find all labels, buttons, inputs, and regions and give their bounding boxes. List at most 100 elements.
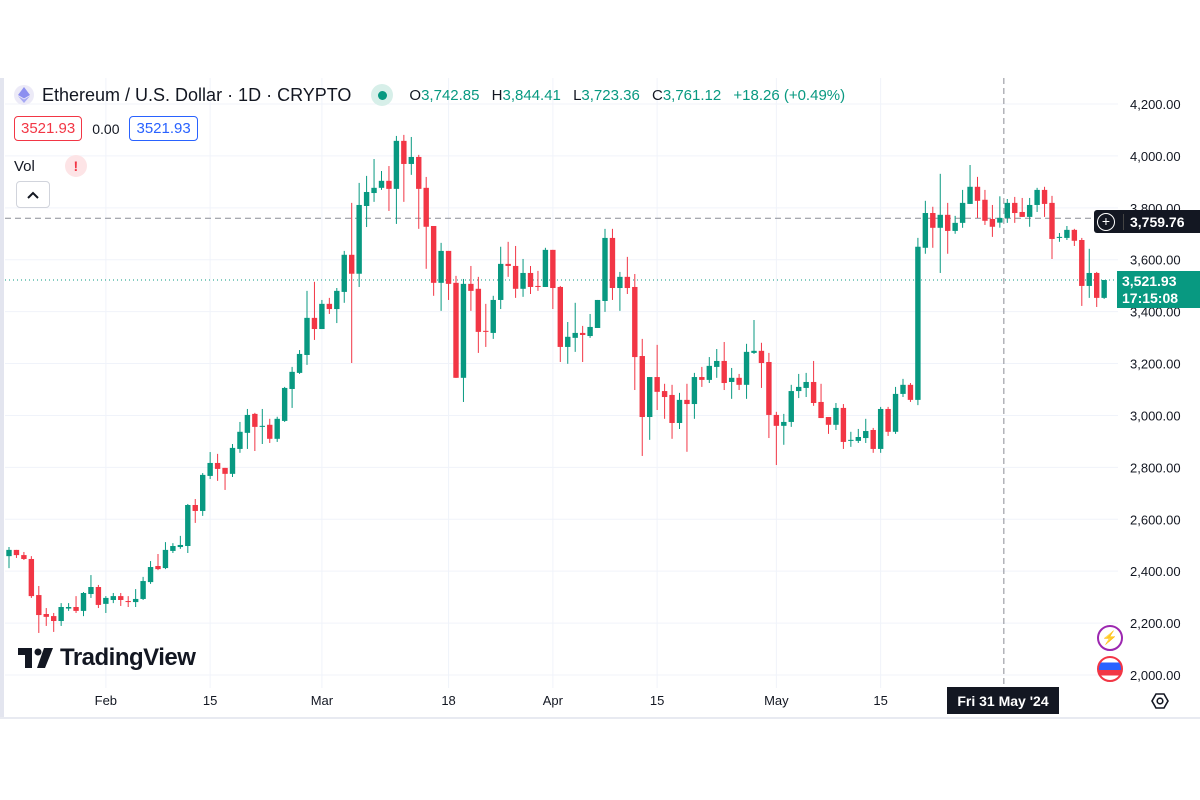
candle <box>28 556 35 598</box>
crosshair-price-label[interactable]: + 3,759.76 <box>1094 210 1200 233</box>
candle-body <box>728 377 735 382</box>
candle-body <box>281 387 288 421</box>
settings-gear-icon[interactable] <box>1150 691 1170 716</box>
candle-body <box>594 299 601 328</box>
candle-body <box>1056 236 1063 238</box>
candle <box>475 276 482 353</box>
market-open-status-icon[interactable] <box>371 84 394 106</box>
candle <box>1034 187 1040 212</box>
candle-body <box>207 462 213 476</box>
time-axis[interactable]: Feb 15 Mar 18 Apr 15 May 15 <box>95 693 888 708</box>
candle-body <box>468 283 474 291</box>
candle <box>43 608 49 626</box>
candle-body <box>758 350 765 364</box>
candle-body <box>907 384 914 400</box>
candle <box>1101 279 1107 299</box>
candle <box>393 135 400 224</box>
candle <box>751 319 757 354</box>
buy-button[interactable]: 3521.93 <box>129 116 198 141</box>
candle-body <box>661 391 668 398</box>
candle-body <box>326 303 333 310</box>
candle <box>997 196 1003 228</box>
symbol-legend[interactable]: Ethereum / U.S. Dollar · 1D · CRYPTO O3,… <box>14 84 853 106</box>
sell-button[interactable]: 3521.93 <box>14 116 83 141</box>
high-value: 3,844.41 <box>502 86 561 104</box>
candle-body <box>453 282 459 378</box>
ohlc-values: O3,742.85 H3,844.41 L3,723.36 C3,761.12 … <box>409 87 853 104</box>
candle-body <box>460 283 467 378</box>
change-value: +18.26 (+0.49%) <box>733 86 846 104</box>
reference-lines <box>5 78 1117 688</box>
candle-body <box>51 616 57 622</box>
candle <box>21 551 27 561</box>
candle-body <box>870 429 876 449</box>
price-axis[interactable]: 4,200.004,000.003,800.003,600.003,400.00… <box>1130 97 1181 683</box>
candle-body <box>244 414 251 433</box>
time-tick-label: 15 <box>650 693 664 708</box>
candle-body <box>639 356 645 418</box>
candle-body <box>989 218 996 227</box>
lightning-icon[interactable]: ⚡ <box>1097 625 1123 651</box>
candle <box>155 554 161 571</box>
candle <box>788 384 794 427</box>
candle-body <box>6 549 12 557</box>
low-label: L <box>573 86 582 104</box>
symbol-title[interactable]: Ethereum / U.S. Dollar · 1D · CRYPTO <box>42 84 352 105</box>
candle-body <box>766 361 772 415</box>
collapse-legend-button[interactable] <box>16 181 50 208</box>
candle-body <box>177 544 184 548</box>
candle <box>945 202 951 254</box>
us-flag-icon[interactable] <box>1097 656 1123 682</box>
candle-body <box>140 581 146 599</box>
candle <box>743 343 750 399</box>
candle-body <box>311 317 318 330</box>
candle <box>810 360 817 406</box>
candle <box>408 136 414 175</box>
candle-body <box>550 249 556 289</box>
warning-icon[interactable]: ! <box>64 155 87 177</box>
candle <box>602 228 608 312</box>
volume-label: Vol <box>14 157 35 175</box>
candle-body <box>162 549 169 569</box>
candle-body <box>349 254 355 274</box>
candle-body <box>170 546 176 551</box>
candle-body <box>252 413 258 427</box>
candle-body <box>192 504 198 511</box>
candle <box>840 404 847 449</box>
candle-body <box>863 431 869 439</box>
candle <box>796 373 802 399</box>
candle-body <box>721 360 727 384</box>
candle <box>952 215 958 234</box>
candle <box>95 584 102 609</box>
tradingview-logo[interactable]: TradingView <box>18 644 196 672</box>
candle <box>967 164 973 204</box>
candle-body <box>498 263 504 300</box>
candle-body <box>490 299 496 333</box>
candle-body <box>512 265 519 289</box>
candle <box>535 270 541 291</box>
crosshair-price: 3,759.76 <box>1123 213 1185 230</box>
candle <box>930 206 936 248</box>
candle <box>1019 197 1025 217</box>
candle <box>289 366 295 408</box>
candle-body <box>684 399 690 405</box>
candle <box>140 576 146 600</box>
candle-body <box>676 399 683 423</box>
candle-body <box>855 436 861 441</box>
candle <box>177 535 184 549</box>
add-alert-plus-icon[interactable]: + <box>1097 212 1115 231</box>
candle <box>669 384 675 439</box>
candle-body <box>296 353 303 373</box>
candle <box>974 176 981 218</box>
candle-body <box>36 595 42 616</box>
candle <box>51 612 57 632</box>
candle-body <box>334 290 340 310</box>
candle <box>326 297 333 314</box>
candle-body <box>535 285 541 287</box>
candle-body <box>669 394 675 423</box>
time-tick-label: May <box>764 693 789 708</box>
volume-indicator[interactable]: Vol ! <box>14 155 87 177</box>
candle-body <box>267 424 273 439</box>
candle <box>6 547 12 569</box>
